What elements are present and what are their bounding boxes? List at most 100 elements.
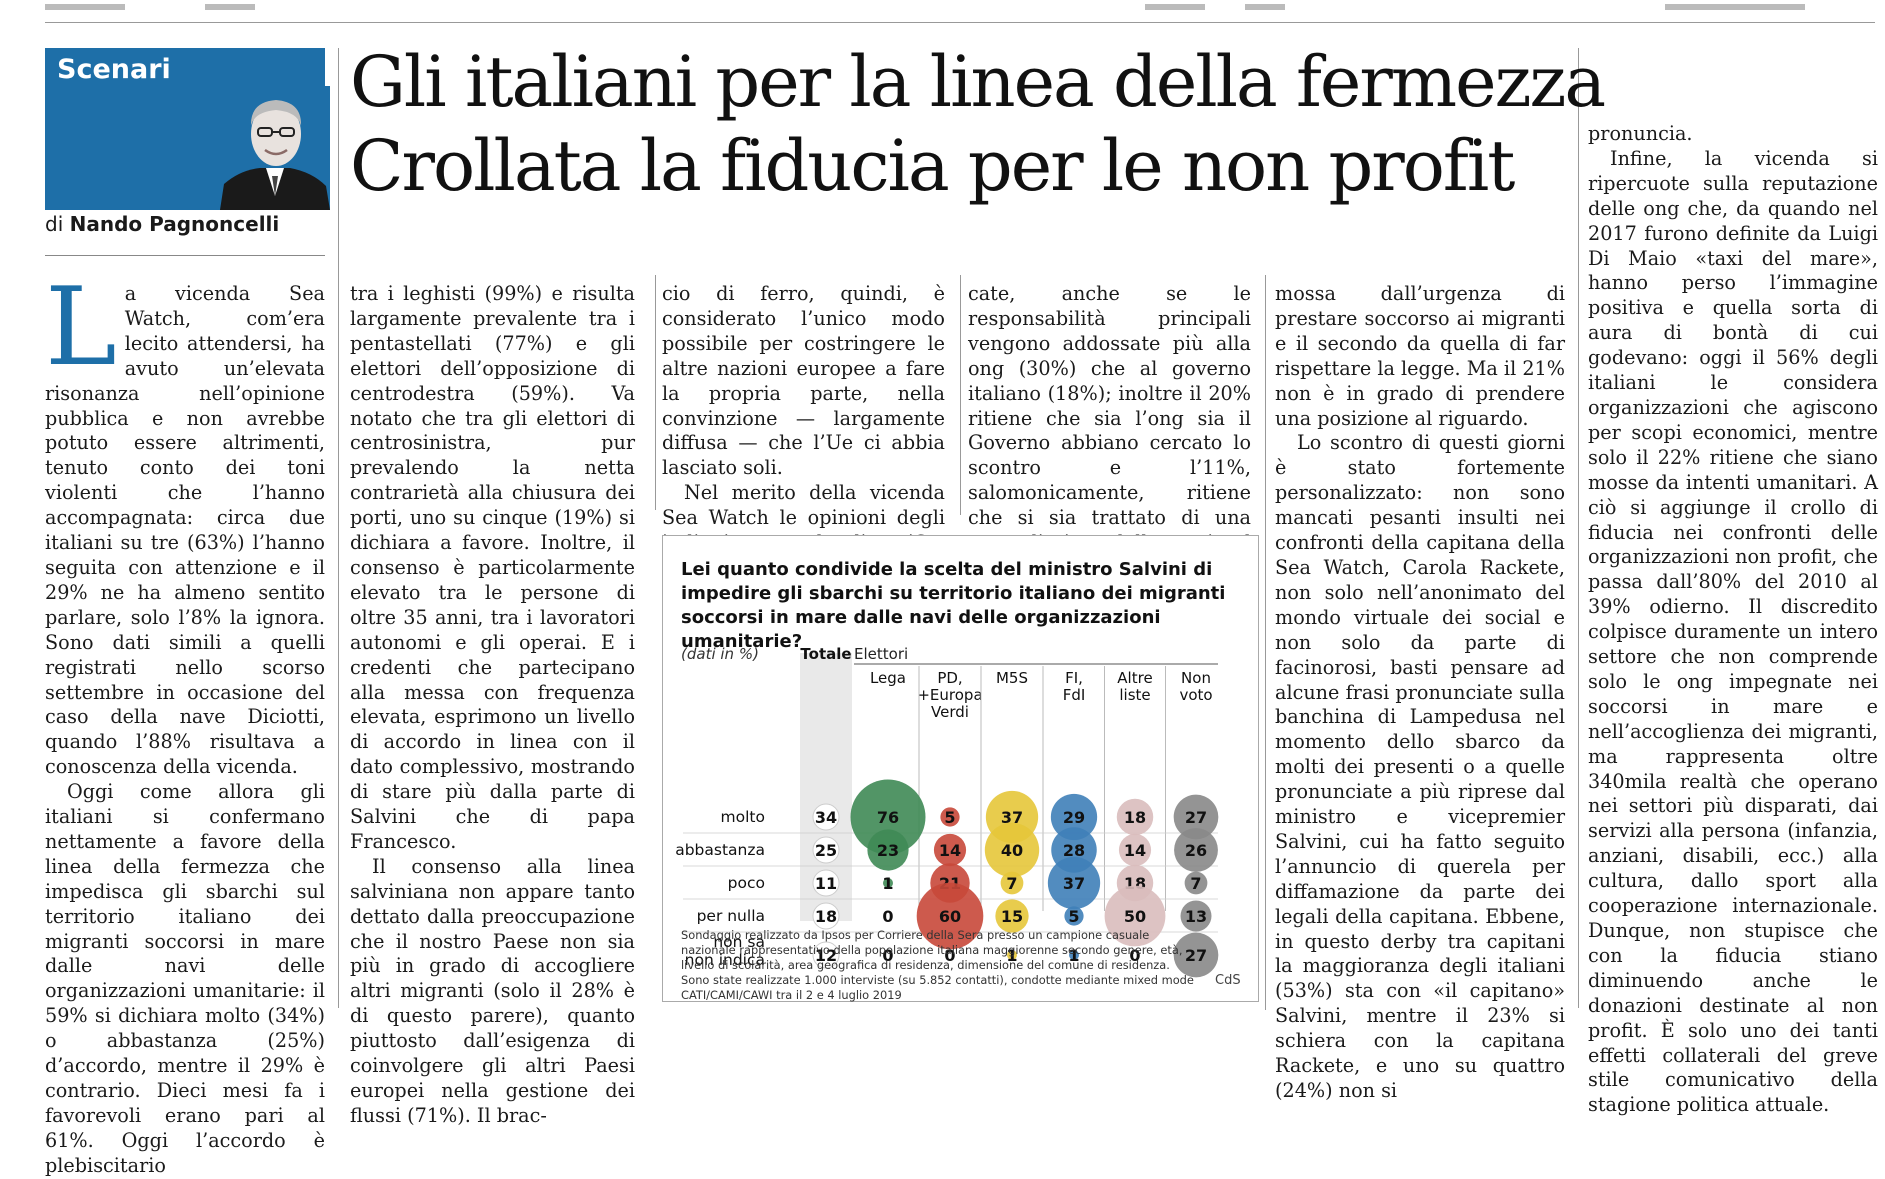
- column-header: Non: [1181, 669, 1211, 687]
- author-name: Nando Pagnoncelli: [69, 212, 280, 236]
- drop-cap: L: [45, 265, 117, 390]
- data-label: 26: [1185, 841, 1207, 860]
- column-header: liste: [1119, 686, 1150, 704]
- group-label: Elettori: [854, 645, 908, 663]
- data-bubble: [995, 899, 1029, 933]
- article-paragraph: mossa dall’urgenza di prestare soccorso …: [1275, 282, 1565, 430]
- data-bubble: [1116, 798, 1154, 836]
- data-label: 29: [1063, 808, 1085, 827]
- article-column-3: cio di ferro, quindi, è considerato l’un…: [662, 282, 945, 556]
- column-rule: [960, 275, 961, 515]
- column-header: Altre: [1117, 669, 1152, 687]
- data-label: 76: [877, 808, 899, 827]
- author-portrait: [220, 86, 330, 210]
- poll-chart: Lei quanto condivide la scelta del minis…: [662, 535, 1259, 1002]
- article-column-2: tra i leghisti (99%) e risulta largament…: [350, 282, 635, 1129]
- data-bubble: [1180, 900, 1212, 932]
- data-label: 60: [939, 907, 961, 926]
- data-label: 37: [1001, 808, 1023, 827]
- data-label: 0: [882, 946, 893, 965]
- data-bubble: [1174, 828, 1218, 872]
- data-bubble: [812, 902, 840, 930]
- column-header: Verdi: [931, 703, 969, 721]
- data-bubble: [1007, 950, 1017, 960]
- column-header: FdI: [1063, 686, 1086, 704]
- article-paragraph: Oggi come allora gli italiani si conferm…: [45, 780, 325, 1177]
- data-bubble: [1184, 871, 1208, 895]
- data-label: 13: [1185, 907, 1207, 926]
- row-label: non indica: [685, 951, 765, 969]
- data-label: 0: [1129, 946, 1140, 965]
- headline: Gli italiani per la linea della fermezza…: [350, 40, 1606, 208]
- data-bubble: [1173, 794, 1219, 840]
- data-label: 1: [882, 874, 893, 893]
- data-label: 23: [877, 841, 899, 860]
- row-label: molto: [721, 808, 765, 826]
- article-paragraph: Il consenso alla linea salviniana non ap…: [350, 854, 635, 1127]
- row-label: poco: [728, 874, 765, 892]
- column-header: Totale: [800, 645, 851, 663]
- data-label: 7: [1190, 874, 1201, 893]
- data-label: 14: [939, 841, 961, 860]
- top-rule: [45, 0, 1875, 23]
- data-label: 14: [1124, 841, 1146, 860]
- article-paragraph: Lo scontro di questi giorni è stato fort…: [1275, 431, 1565, 1102]
- data-label: 27: [1185, 808, 1207, 827]
- data-label: 12: [815, 946, 837, 965]
- byline-prefix: di: [45, 212, 64, 236]
- data-bubble: [812, 803, 840, 831]
- chart-source: CdS: [1215, 973, 1241, 988]
- article-paragraph: cio di ferro, quindi, è considerato l’un…: [662, 282, 945, 480]
- data-bubble: [940, 807, 960, 827]
- data-bubble: [1173, 932, 1219, 978]
- data-label: 18: [815, 907, 837, 926]
- data-label: 15: [1001, 907, 1023, 926]
- article-paragraph: pronuncia.: [1588, 122, 1693, 145]
- data-bubble: [812, 941, 840, 969]
- column-header: Lega: [870, 669, 906, 687]
- data-label: 25: [815, 841, 837, 860]
- data-label: 0: [944, 946, 955, 965]
- data-bubble: [812, 869, 840, 897]
- data-label: 34: [815, 808, 837, 827]
- data-bubble: [1069, 950, 1079, 960]
- column-header: voto: [1179, 686, 1212, 704]
- data-label: 27: [1185, 946, 1207, 965]
- byline-rule: [45, 255, 325, 256]
- column-rule: [1265, 275, 1266, 1010]
- data-bubble: [867, 829, 909, 871]
- column-header: +Europa: [917, 686, 982, 704]
- data-bubble: [883, 878, 893, 888]
- column-header: FI,: [1065, 669, 1083, 687]
- data-label: 28: [1063, 841, 1085, 860]
- column-header: M5S: [996, 669, 1028, 687]
- data-label: 50: [1124, 907, 1146, 926]
- unit-note: (dati in %): [681, 645, 759, 663]
- data-label: 5: [1068, 907, 1079, 926]
- data-bubble: [1000, 871, 1024, 895]
- data-label: 11: [815, 874, 837, 893]
- row-label: per nulla: [697, 907, 765, 925]
- data-bubble: [984, 822, 1040, 878]
- data-bubble: [1118, 833, 1152, 867]
- data-label: 5: [944, 808, 955, 827]
- article-paragraph: tra i leghisti (99%) e risulta largament…: [350, 282, 635, 853]
- column-rule: [1578, 48, 1579, 1008]
- data-label: 18: [1124, 808, 1146, 827]
- headline-line-2: Crollata la fiducia per le non profit: [350, 125, 1515, 207]
- section-label: Scenari: [57, 54, 171, 85]
- data-label: 1: [1006, 946, 1017, 965]
- column-rule: [655, 275, 656, 510]
- chart-question: Lei quanto condivide la scelta del minis…: [681, 559, 1226, 652]
- row-label: abbastanza: [675, 841, 765, 859]
- data-bubble: [916, 882, 984, 950]
- data-bubble: [850, 779, 926, 855]
- data-bubble: [1047, 856, 1101, 910]
- article-column-5: mossa dall’urgenza di prestare soccorso …: [1275, 282, 1565, 1104]
- row-label: non sa: [713, 933, 765, 951]
- data-bubble: [1050, 793, 1098, 841]
- article-paragraph: Infine, la vicenda si ripercuote sulla r…: [1588, 146, 1878, 1117]
